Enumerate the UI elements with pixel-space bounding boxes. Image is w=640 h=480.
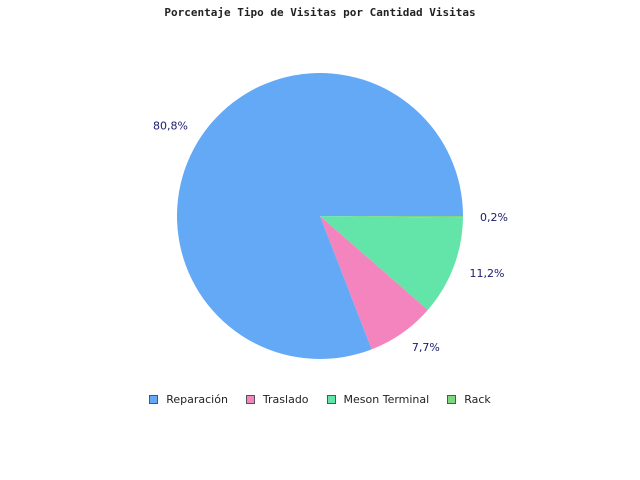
legend-label: Traslado xyxy=(262,393,309,406)
slice-label: 7,7% xyxy=(412,341,440,354)
legend-item: Traslado xyxy=(245,393,309,406)
slice-label: 80,8% xyxy=(153,120,188,133)
legend-swatch xyxy=(245,395,255,404)
pie-slice-traslado xyxy=(320,216,428,350)
legend-label: Rack xyxy=(464,393,491,406)
legend-label: Reparación xyxy=(166,393,228,406)
legend: Reparación Traslado Meson Terminal Rack xyxy=(0,393,640,406)
legend-item: Rack xyxy=(447,393,491,406)
legend-swatch xyxy=(149,395,159,404)
legend-swatch xyxy=(447,395,457,404)
slice-label: 11,2% xyxy=(470,267,505,280)
legend-swatch xyxy=(326,395,336,404)
chart-title: Porcentaje Tipo de Visitas por Cantidad … xyxy=(164,6,476,19)
slice-label: 0,2% xyxy=(480,211,508,224)
legend-label: Meson Terminal xyxy=(343,393,430,406)
pie-slice-rack xyxy=(320,216,464,218)
legend-item: Reparación xyxy=(149,393,228,406)
pie-slice-reparaci-n xyxy=(176,73,464,360)
pie-slice-meson-terminal xyxy=(320,216,463,310)
legend-item: Meson Terminal xyxy=(326,393,430,406)
